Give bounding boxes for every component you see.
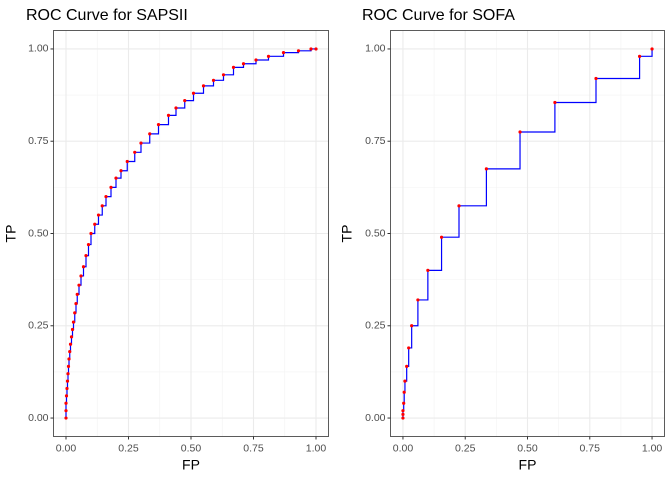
roc-point (66, 364, 71, 368)
roc-point (109, 185, 113, 189)
roc-point (64, 401, 68, 405)
roc-point (73, 311, 77, 315)
roc-point (416, 298, 420, 302)
panel-border (53, 30, 329, 437)
roc-point (296, 49, 301, 53)
roc-point (89, 231, 93, 236)
y-tick-label: 0.00 (365, 412, 386, 424)
roc-point (93, 222, 97, 226)
x-tick-label: 0.75 (243, 442, 264, 454)
roc-point (405, 364, 409, 368)
roc-point (81, 265, 86, 269)
roc-point (402, 390, 406, 394)
x-tick-label: 0.00 (393, 442, 414, 454)
y-tick-label: 0.50 (28, 227, 49, 239)
chart-title: ROC Curve for SOFA (362, 7, 515, 24)
roc-point (75, 292, 79, 296)
roc-point (66, 372, 70, 376)
roc-point (401, 416, 405, 420)
y-tick-label: 0.75 (365, 135, 386, 147)
roc-point (594, 76, 598, 81)
y-tick-label: 0.75 (28, 135, 49, 147)
roc-point (266, 54, 271, 58)
y-tick-label: 1.00 (365, 43, 386, 55)
roc-point (174, 106, 178, 110)
chart-title: ROC Curve for SAPSII (26, 7, 188, 24)
roc-point (211, 78, 216, 82)
y-tick-label: 1.00 (28, 43, 49, 55)
roc-point (77, 283, 81, 287)
roc-point (125, 159, 129, 164)
roc-point (231, 65, 236, 70)
roc-point (68, 342, 73, 346)
x-tick-label: 0.25 (118, 442, 139, 454)
roc-point (484, 167, 488, 171)
x-axis-label: FP (519, 457, 537, 473)
y-tick-label: 0.25 (28, 320, 49, 332)
roc-point (70, 327, 75, 332)
roc-point (439, 235, 444, 239)
roc-point (309, 47, 313, 51)
roc-point (183, 99, 187, 103)
x-tick-label: 0.00 (56, 442, 77, 454)
roc-point (650, 47, 654, 51)
roc-point (65, 386, 69, 391)
roc-point (104, 194, 108, 199)
roc-point (241, 62, 246, 66)
x-tick-label: 0.50 (517, 442, 538, 454)
panel-border (390, 30, 665, 437)
roc-point (133, 150, 137, 154)
roc-point (191, 91, 196, 95)
roc-point (637, 54, 642, 58)
roc-point (119, 169, 123, 173)
roc-point (64, 409, 68, 413)
x-tick-label: 0.50 (181, 442, 202, 454)
roc-point (139, 141, 143, 145)
x-tick-label: 1.00 (306, 442, 327, 454)
x-tick-label: 0.75 (580, 442, 601, 454)
roc-point (281, 51, 286, 55)
roc-point (68, 350, 72, 354)
x-tick-label: 0.25 (455, 442, 476, 454)
roc-point (314, 47, 318, 51)
roc-point (96, 213, 101, 217)
roc-point (65, 379, 70, 383)
roc-point (402, 401, 406, 405)
roc-point (148, 132, 152, 136)
roc-point (221, 73, 226, 77)
roc-point (166, 113, 171, 117)
roc-point (426, 268, 430, 273)
y-tick-label: 0.25 (365, 320, 386, 332)
roc-point (457, 204, 461, 208)
roc-line (402, 48, 653, 419)
roc-point (64, 394, 69, 398)
roc-point (254, 58, 258, 62)
roc-point (100, 204, 104, 208)
roc-point (401, 409, 405, 413)
roc-point (553, 100, 557, 105)
y-axis-label: TP (3, 225, 19, 243)
roc-point (407, 346, 411, 350)
y-tick-label: 0.00 (28, 412, 49, 424)
x-tick-label: 1.00 (642, 442, 663, 454)
roc-point (401, 412, 405, 416)
x-axis-label: FP (182, 457, 200, 473)
roc-point (114, 176, 118, 180)
roc-point (67, 357, 71, 361)
roc-point (86, 242, 91, 247)
y-axis-label: TP (339, 225, 355, 243)
roc-point (69, 335, 74, 339)
roc-point (84, 254, 88, 258)
roc-point (201, 84, 206, 88)
roc-point (403, 379, 407, 383)
roc-point (518, 130, 522, 134)
roc-point (64, 416, 68, 420)
roc-point (410, 324, 414, 328)
roc-point (74, 302, 78, 306)
roc-point (79, 274, 83, 278)
roc-point (156, 123, 161, 127)
y-tick-label: 0.50 (365, 227, 386, 239)
roc-point (71, 320, 76, 324)
